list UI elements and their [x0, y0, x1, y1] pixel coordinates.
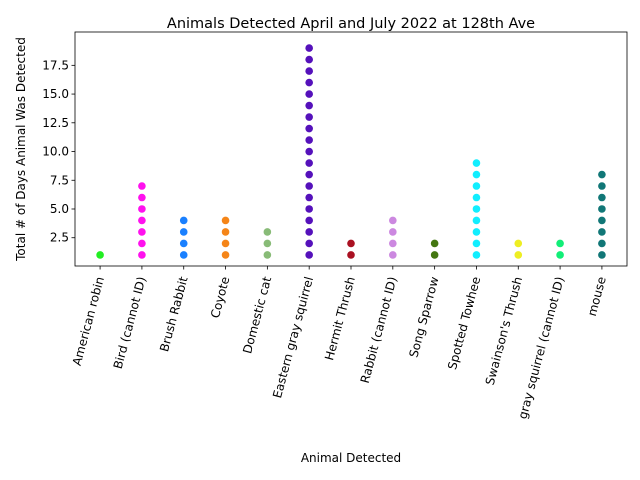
point — [389, 239, 397, 248]
x-tick-label: Song Sparrow — [406, 275, 441, 359]
point — [179, 228, 188, 236]
y-tick-label: 2.5 — [50, 231, 69, 245]
x-tick-label: Swainson's Thrush — [483, 275, 525, 386]
point — [556, 239, 564, 248]
x-tick-label: Domestic cat — [240, 275, 274, 355]
point — [598, 216, 606, 225]
point — [305, 67, 313, 75]
y-axis-label: Total # of Days Animal Was Detected — [14, 37, 28, 262]
point — [472, 182, 481, 190]
point — [138, 228, 146, 236]
point — [138, 251, 146, 259]
y-tick-label: 7.5 — [50, 173, 69, 187]
point — [389, 251, 397, 259]
point — [305, 78, 313, 87]
point — [221, 251, 230, 259]
x-tick-label: gray squirrel (cannot ID) — [515, 275, 566, 420]
point — [263, 239, 272, 248]
point — [305, 205, 313, 213]
point — [305, 147, 313, 156]
point — [472, 251, 481, 259]
point — [472, 239, 481, 248]
point — [598, 251, 606, 259]
point — [598, 193, 606, 202]
point — [179, 216, 188, 225]
x-tick-label: Rabbit (cannot ID) — [358, 275, 400, 385]
point — [472, 193, 481, 202]
point — [305, 216, 313, 225]
point — [305, 124, 313, 133]
point — [305, 90, 313, 98]
point — [263, 251, 272, 259]
point — [598, 205, 606, 213]
x-axis-label: Animal Detected — [301, 451, 401, 465]
y-tick-label: 10.0 — [42, 145, 69, 159]
x-tick-label: Brush Rabbit — [157, 275, 191, 353]
point — [514, 251, 523, 259]
point — [221, 228, 230, 236]
point — [347, 251, 355, 259]
point — [305, 239, 313, 248]
y-tick-label: 15.0 — [42, 87, 69, 101]
point — [430, 239, 439, 248]
point — [305, 44, 313, 52]
point — [305, 113, 313, 121]
point — [472, 205, 481, 213]
point — [305, 251, 313, 259]
x-tick-label: Eastern gray squirrel — [270, 275, 316, 400]
point — [598, 182, 606, 190]
y-tick-label: 12.5 — [42, 116, 69, 130]
point — [305, 182, 313, 190]
point — [138, 205, 146, 213]
point — [138, 216, 146, 225]
point — [305, 55, 313, 64]
point — [514, 239, 523, 248]
chart-title: Animals Detected April and July 2022 at … — [167, 16, 535, 32]
x-tick-label: Bird (cannot ID) — [111, 275, 149, 370]
point — [138, 239, 146, 248]
point — [305, 101, 313, 110]
y-tick-label: 17.5 — [42, 58, 69, 72]
point — [598, 170, 606, 179]
point — [430, 251, 439, 259]
point — [472, 228, 481, 236]
x-tick-label: mouse — [585, 275, 609, 318]
point — [472, 216, 481, 225]
point — [305, 159, 313, 167]
point — [389, 228, 397, 236]
point — [347, 239, 355, 248]
point — [96, 251, 104, 259]
point — [305, 170, 313, 179]
point — [138, 193, 146, 202]
point — [179, 239, 188, 248]
x-tick-label: Coyote — [208, 275, 232, 319]
point — [556, 251, 564, 259]
x-tick-label: American robin — [70, 275, 107, 367]
point — [263, 228, 272, 236]
plot-frame — [74, 31, 628, 267]
point — [305, 228, 313, 236]
y-tick-label: 5.0 — [50, 202, 69, 216]
point — [221, 216, 230, 225]
x-tick-label: Hermit Thrush — [322, 275, 358, 362]
point — [389, 216, 397, 225]
point — [598, 239, 606, 248]
point — [305, 193, 313, 202]
point — [598, 228, 606, 236]
point — [179, 251, 188, 259]
point — [472, 159, 481, 167]
point — [472, 170, 481, 179]
point — [221, 239, 230, 248]
point — [305, 136, 313, 144]
point — [138, 182, 146, 190]
x-tick-label: Spotted Towhee — [445, 275, 483, 371]
